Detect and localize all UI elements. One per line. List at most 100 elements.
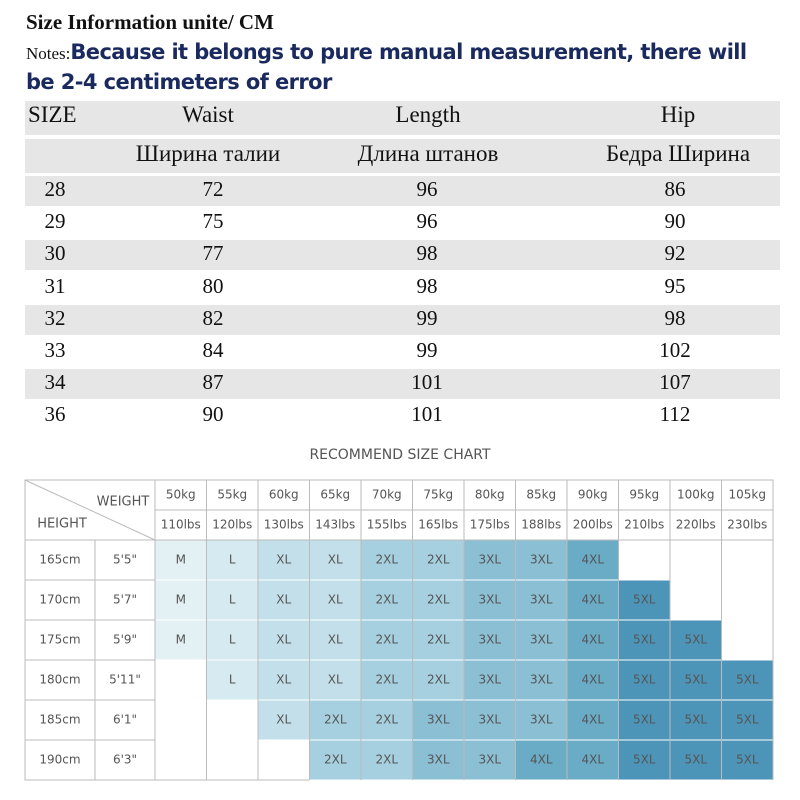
size-label: 3XL — [530, 553, 553, 567]
height-label: HEIGHT — [37, 517, 87, 532]
table-cell: 29 — [44, 209, 66, 234]
size-cell — [566, 579, 619, 621]
size-label: 5XL — [684, 673, 707, 687]
size-label: 2XL — [375, 593, 398, 607]
size-cell — [515, 619, 568, 661]
subheader-cell: Бедра Ширина — [605, 141, 751, 166]
size-cell — [309, 699, 362, 741]
size-label: M — [176, 553, 186, 567]
size-label: 2XL — [427, 673, 450, 687]
size-label: XL — [328, 633, 343, 647]
weight-lbs: 200lbs — [573, 518, 613, 532]
table-cell: 98 — [416, 241, 438, 266]
height-cm: 190cm — [39, 753, 80, 767]
subheader-cell: Длина штанов — [357, 141, 499, 166]
weight-kg: 65kg — [320, 488, 350, 502]
table-cell: 80 — [202, 273, 224, 298]
size-label: 3XL — [478, 553, 501, 567]
table-cell: 28 — [44, 177, 66, 201]
size-label: 3XL — [478, 753, 501, 767]
subheader-cell: Ширина талии — [135, 141, 281, 166]
size-label: 2XL — [375, 553, 398, 567]
size-label: L — [229, 633, 236, 647]
table-cell: 98 — [416, 273, 438, 298]
size-label: 2XL — [375, 753, 398, 767]
size-label: 5XL — [633, 673, 656, 687]
table-cell: 31 — [44, 273, 66, 298]
table-cell: 101 — [411, 370, 443, 395]
table-cell: 87 — [202, 370, 224, 395]
size-cell — [309, 739, 362, 781]
weight-lbs: 120lbs — [212, 518, 252, 532]
size-cell — [721, 739, 774, 781]
row-band — [25, 304, 780, 335]
table-cell: 30 — [44, 241, 66, 266]
size-label: XL — [276, 673, 291, 687]
size-label: XL — [328, 673, 343, 687]
weight-kg: 100kg — [677, 488, 714, 502]
notes-text: Because it belongs to pure manual measur… — [26, 40, 747, 94]
size-label: 2XL — [427, 593, 450, 607]
title: Size Information unite/ CM — [26, 10, 274, 34]
height-ft: 5'9" — [113, 633, 137, 647]
table-cell: 95 — [664, 273, 686, 298]
grid-line — [24, 479, 156, 541]
table-cell: 84 — [202, 338, 224, 362]
size-cell — [412, 739, 465, 781]
subheader-band — [25, 139, 780, 173]
table-cell: 92 — [664, 241, 686, 266]
height-cm: 170cm — [39, 593, 80, 607]
size-label: 3XL — [530, 593, 553, 607]
table-cell: 102 — [659, 338, 691, 362]
size-label: XL — [328, 553, 343, 567]
size-label: XL — [328, 593, 343, 607]
table-cell: 86 — [664, 177, 686, 201]
height-cm: 175cm — [39, 633, 80, 647]
size-cell — [566, 739, 619, 781]
height-cm: 165cm — [39, 553, 80, 567]
size-cell — [463, 739, 516, 781]
weight-lbs: 110lbs — [161, 518, 201, 532]
size-label: 5XL — [684, 633, 707, 647]
size-label: 5XL — [633, 633, 656, 647]
weight-kg: 60kg — [269, 488, 299, 502]
size-label: XL — [276, 553, 291, 567]
weight-kg: 90kg — [578, 488, 608, 502]
header-band — [25, 101, 780, 135]
weight-lbs: 130lbs — [264, 518, 304, 532]
size-label: 2XL — [324, 753, 347, 767]
size-label: 4XL — [581, 633, 604, 647]
size-cell — [360, 659, 413, 701]
size-cell — [309, 539, 362, 581]
table-cell: 96 — [416, 177, 438, 201]
size-cell — [412, 579, 465, 621]
weight-lbs: 143lbs — [315, 518, 355, 532]
size-label: 3XL — [530, 673, 553, 687]
row-band — [25, 240, 780, 271]
size-label: 5XL — [633, 713, 656, 727]
size-cell — [257, 579, 310, 621]
size-label: XL — [276, 713, 291, 727]
table-cell: 107 — [659, 370, 691, 395]
size-cell — [515, 659, 568, 701]
table-cell: 96 — [416, 209, 438, 234]
weight-kg: 105kg — [729, 488, 766, 502]
weight-lbs: 188lbs — [521, 518, 561, 532]
size-cell — [463, 619, 516, 661]
height-ft: 5'5" — [113, 553, 137, 567]
height-ft: 6'1" — [113, 713, 137, 727]
size-label: 3XL — [530, 713, 553, 727]
size-label: 4XL — [581, 553, 604, 567]
size-label: XL — [276, 593, 291, 607]
row-band — [25, 369, 780, 400]
height-cm: 185cm — [39, 713, 80, 727]
weight-lbs: 230lbs — [727, 518, 767, 532]
weight-lbs: 220lbs — [676, 518, 716, 532]
size-label: L — [229, 553, 236, 567]
table-cell: 112 — [659, 402, 691, 427]
size-cell — [206, 619, 259, 661]
table-cell: 101 — [411, 402, 443, 427]
table-cell: 99 — [416, 338, 438, 362]
height-ft: 6'3" — [113, 753, 137, 767]
size-label: L — [229, 673, 236, 687]
